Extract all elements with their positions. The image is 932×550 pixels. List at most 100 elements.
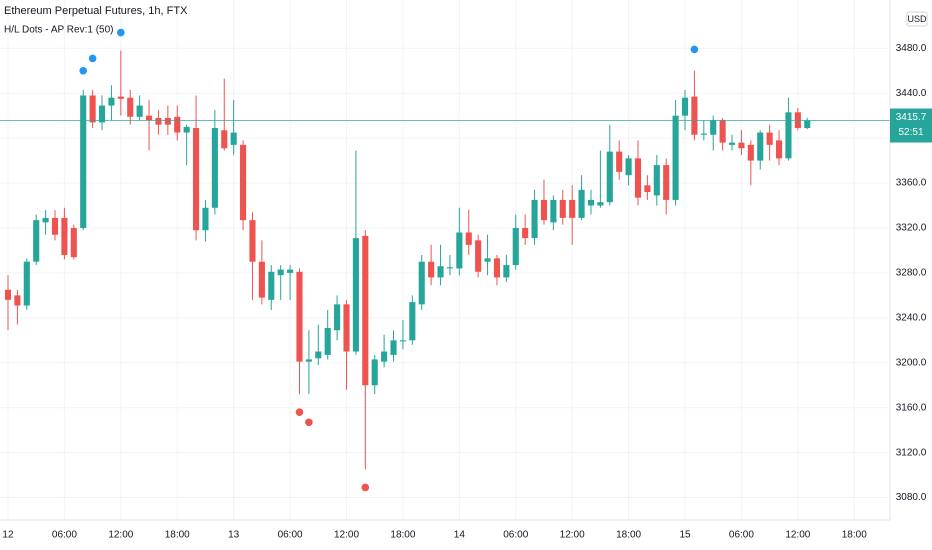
x-tick-label: 18:00: [390, 530, 415, 541]
candle-body: [691, 96, 698, 135]
candle-body: [192, 128, 200, 231]
x-tick-label: 18:00: [842, 530, 867, 541]
x-tick-label: 06:00: [729, 530, 754, 541]
candle-body: [522, 227, 529, 239]
candle-body: [33, 220, 40, 262]
candle-body: [775, 140, 783, 159]
candle-body: [202, 207, 209, 231]
candle-body: [362, 235, 369, 386]
candle-body: [766, 132, 773, 145]
candle-body: [512, 227, 519, 266]
candle-body: [296, 271, 303, 362]
hl-dot: [690, 45, 699, 54]
candle-body: [738, 142, 745, 149]
candle-body: [221, 130, 228, 149]
candle-body: [653, 165, 660, 196]
candle-body: [606, 151, 613, 203]
currency[interactable]: USD: [907, 14, 927, 24]
hl-dot: [79, 66, 88, 75]
currency-box[interactable]: [906, 11, 928, 27]
y-tick-label: 3120.0: [896, 447, 927, 458]
countdown: 52:51: [898, 127, 923, 138]
candle-body: [672, 115, 679, 200]
x-tick-label: 06:00: [52, 530, 77, 541]
candle-body: [625, 158, 632, 176]
candle-body: [484, 258, 491, 262]
candle-body: [493, 258, 501, 278]
candle-body: [475, 240, 482, 272]
candle-body: [719, 120, 726, 143]
candle-body: [418, 261, 425, 305]
hl-dot: [88, 54, 97, 63]
candle-body: [681, 97, 689, 116]
x-tick-label: 12:00: [108, 530, 133, 541]
candle-body: [127, 97, 134, 117]
candle-body: [663, 165, 670, 200]
candle-body: [644, 185, 651, 193]
candle-body: [578, 189, 585, 218]
candle-body: [4, 289, 12, 300]
candle-body: [277, 269, 284, 276]
candle-body: [616, 151, 623, 172]
x-tick-label: 18:00: [616, 530, 641, 541]
candle-body: [268, 271, 275, 300]
candle-body: [155, 117, 162, 125]
candle-body: [51, 217, 59, 235]
indicator-title: H/L Dots - AP Rev:1 (50): [4, 25, 114, 36]
x-tick-label: 13: [228, 530, 240, 541]
y-tick-label: 3280.0: [896, 268, 927, 279]
candle-body: [428, 261, 435, 278]
candle-body: [42, 217, 49, 223]
candle-body: [785, 112, 792, 159]
candle-body: [183, 126, 190, 133]
y-tick-label: 3240.0: [896, 312, 927, 323]
y-tick-label: 3200.0: [896, 357, 927, 368]
candle-body: [324, 327, 331, 355]
candle-body: [80, 95, 87, 228]
candle-body: [174, 116, 181, 133]
hl-dot: [361, 483, 370, 492]
candle-body: [747, 144, 754, 161]
x-tick-label: 06:00: [278, 530, 303, 541]
y-tick-label: 3360.0: [896, 178, 927, 189]
y-tick-label: 3160.0: [896, 402, 927, 413]
candle-body: [757, 132, 764, 161]
y-tick-label: 3480.0: [896, 43, 927, 54]
candle-body: [23, 261, 30, 306]
candle-body: [108, 97, 115, 106]
candle-body: [211, 128, 218, 208]
candle-body: [117, 96, 124, 99]
candle-body: [334, 304, 341, 331]
candle-body: [287, 269, 294, 273]
candle-body: [136, 105, 143, 117]
x-tick-label: 15: [679, 530, 691, 541]
candle-body: [164, 117, 171, 125]
candle-body: [559, 199, 566, 218]
chart-title: Ethereum Perpetual Futures, 1h, FTX: [4, 5, 188, 17]
hl-dot: [117, 28, 125, 37]
candle-body: [399, 340, 406, 342]
candle-body: [569, 199, 576, 218]
x-tick-label: 12:00: [560, 530, 585, 541]
candle-body: [456, 232, 463, 269]
candle-body: [352, 238, 359, 352]
x-tick-label: 14: [454, 530, 466, 541]
candle-body: [98, 105, 106, 123]
candle-body: [446, 267, 453, 269]
x-tick-label: 12:00: [334, 530, 359, 541]
candle-body: [710, 120, 717, 135]
candle-body: [503, 265, 510, 278]
candle-body: [700, 133, 707, 135]
candle-body: [315, 351, 322, 359]
candle-body: [14, 295, 21, 306]
candle-body: [343, 304, 350, 352]
x-tick-label: 06:00: [503, 530, 528, 541]
y-tick-label: 3320.0: [896, 223, 927, 234]
candle-body: [540, 199, 548, 221]
x-tick-label: 18:00: [165, 530, 190, 541]
candle-body: [409, 302, 416, 341]
candle-body: [305, 359, 312, 362]
candle-body: [597, 202, 604, 206]
